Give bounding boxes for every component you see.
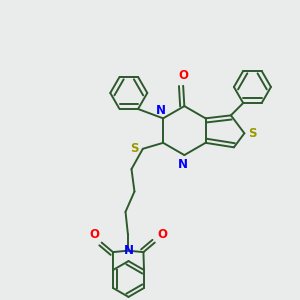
Text: O: O [178, 69, 188, 82]
Text: N: N [178, 158, 188, 171]
Text: S: S [248, 127, 256, 140]
Text: O: O [89, 228, 99, 242]
Text: S: S [130, 142, 139, 155]
Text: N: N [124, 244, 134, 257]
Text: O: O [157, 228, 167, 242]
Text: N: N [156, 103, 166, 117]
